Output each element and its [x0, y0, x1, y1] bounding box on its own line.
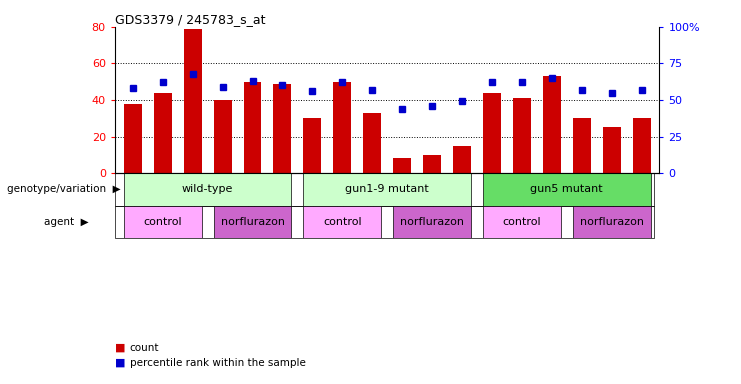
Bar [273, 84, 291, 173]
Text: norflurazon: norflurazon [400, 217, 464, 227]
Bar [184, 29, 202, 173]
Bar [124, 104, 142, 173]
Bar [483, 205, 561, 238]
Bar [363, 113, 381, 173]
Bar [483, 173, 651, 205]
Text: control: control [144, 217, 182, 227]
Text: count: count [130, 343, 159, 353]
Text: genotype/variation  ▶: genotype/variation ▶ [7, 184, 121, 194]
Bar [213, 100, 231, 173]
Bar [303, 173, 471, 205]
Bar [244, 82, 262, 173]
Bar [513, 98, 531, 173]
Bar [154, 93, 172, 173]
Bar [303, 205, 381, 238]
Bar [124, 205, 202, 238]
Bar [393, 205, 471, 238]
Text: ■: ■ [115, 343, 125, 353]
Text: agent  ▶: agent ▶ [44, 217, 89, 227]
Bar [633, 118, 651, 173]
Text: wild-type: wild-type [182, 184, 233, 194]
Text: norflurazon: norflurazon [579, 217, 644, 227]
Bar [393, 159, 411, 173]
Bar [333, 82, 351, 173]
Text: percentile rank within the sample: percentile rank within the sample [130, 358, 305, 368]
Bar [573, 205, 651, 238]
Bar [213, 205, 291, 238]
Text: norflurazon: norflurazon [221, 217, 285, 227]
Text: GDS3379 / 245783_s_at: GDS3379 / 245783_s_at [115, 13, 265, 26]
Text: gun5 mutant: gun5 mutant [531, 184, 603, 194]
Bar [483, 93, 501, 173]
Text: control: control [502, 217, 541, 227]
Bar [124, 173, 291, 205]
Bar [573, 118, 591, 173]
Text: gun1-9 mutant: gun1-9 mutant [345, 184, 429, 194]
Bar [453, 146, 471, 173]
Text: ■: ■ [115, 358, 125, 368]
Bar [542, 76, 561, 173]
Text: control: control [323, 217, 362, 227]
Bar [602, 127, 620, 173]
Bar [303, 118, 322, 173]
Bar [423, 155, 441, 173]
